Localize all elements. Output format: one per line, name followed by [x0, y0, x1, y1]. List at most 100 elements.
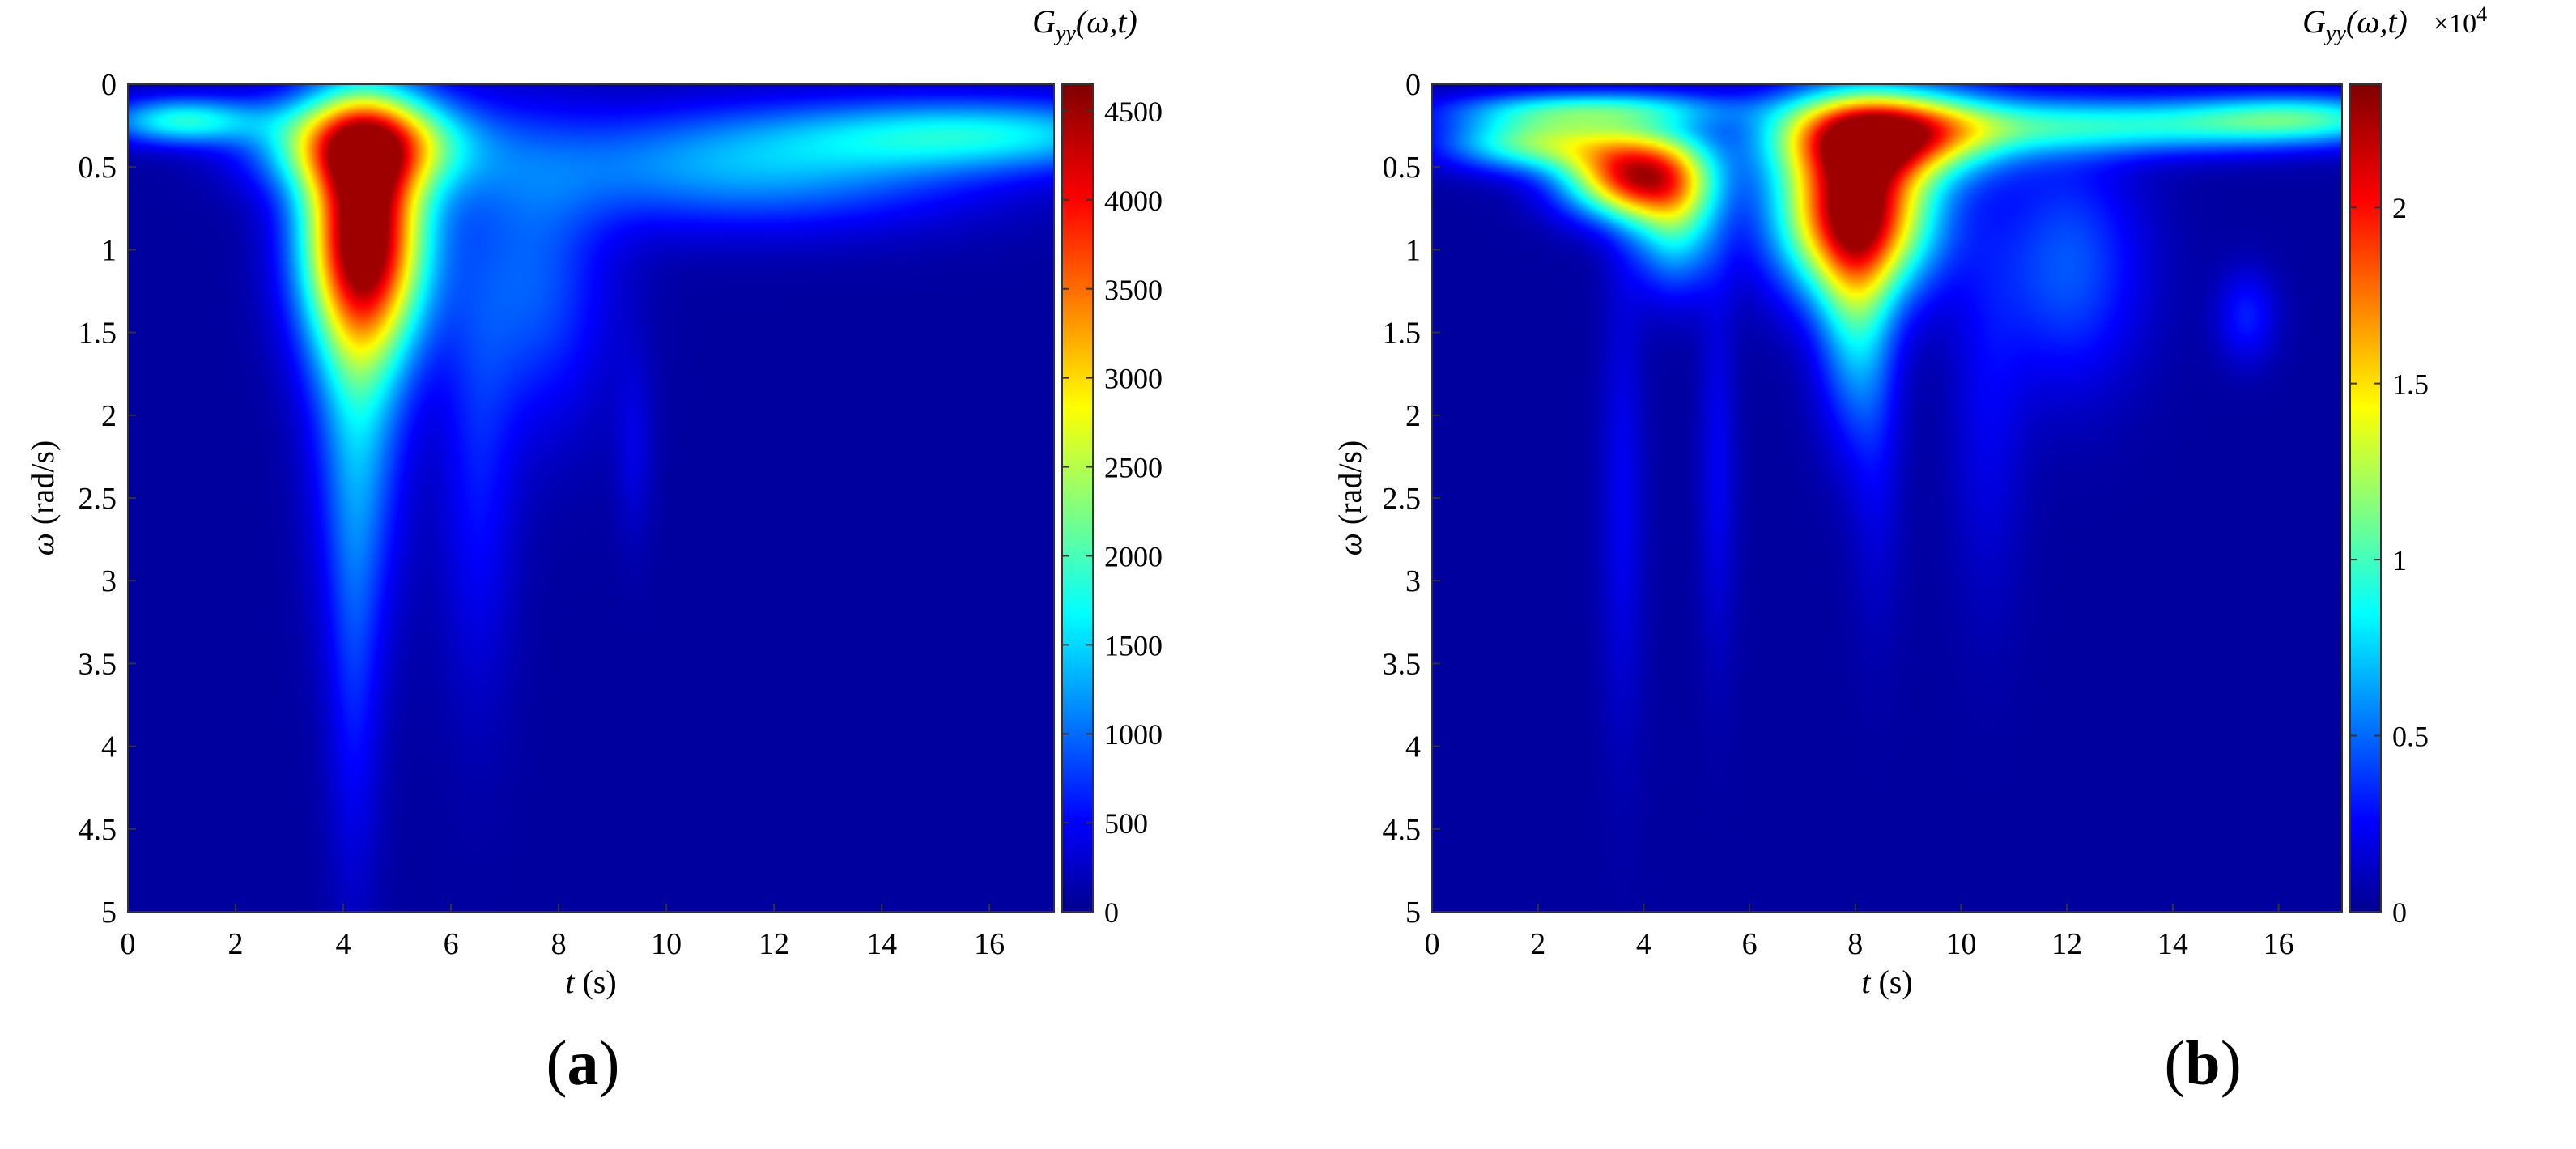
x-tick-label: 12: [759, 927, 789, 961]
y-tick-label: 5: [1405, 896, 1421, 930]
x-tick-label: 0: [121, 927, 136, 961]
colorbar-tick-label: 2500: [1104, 452, 1163, 484]
x-tick-label: 8: [1847, 927, 1863, 961]
label-open: (: [546, 1028, 567, 1098]
y-tick-label: 1: [101, 233, 117, 267]
y-tick-label: 2.5: [1383, 482, 1422, 516]
x-label-symbol: t: [1861, 964, 1871, 1000]
y-axis-b: 0 0.5 1 1.5 2 2.5 3 3.5 4 4.5 5: [1383, 68, 1440, 930]
y-tick-label: 3: [101, 564, 117, 598]
panel-b: 0 2 4 6 8 10 12 14 16 0 0.5 1 1.5 2 2.5 3 3.5 4 4.5 5 t (s)…: [1288, 0, 2576, 1149]
x-tick-label: 4: [336, 927, 351, 961]
x-tick-label: 2: [228, 927, 244, 961]
x-tick-label: 16: [974, 927, 1005, 961]
x-label-unit: (s): [1878, 964, 1912, 1000]
panel-label-b: (b): [2122, 1027, 2284, 1100]
y-tick-label: 1.5: [79, 317, 117, 351]
x-tick-label: 4: [1636, 927, 1651, 961]
y-axis-label-a: ω (rad/s): [24, 440, 61, 556]
colorbar-title-b: Gyy(ω,t): [2302, 3, 2408, 46]
colorbar-title-args: (ω,t): [2346, 3, 2408, 40]
label-letter: a: [567, 1028, 599, 1098]
y-tick-label: 3.5: [1383, 647, 1422, 681]
y-label-unit: (rad/s): [24, 440, 61, 525]
y-label-unit: (rad/s): [1332, 440, 1368, 525]
x-axis-label-a: t (s): [565, 964, 616, 1000]
x-tick-label: 2: [1530, 927, 1545, 961]
x-label-unit: (s): [582, 964, 616, 1000]
x-tick-label: 16: [2264, 927, 2294, 961]
y-tick-label: 4.5: [1383, 813, 1422, 847]
y-tick-label: 4: [101, 730, 117, 764]
colorbar-tick-label: 1500: [1104, 629, 1163, 662]
x-tick-label: 10: [1945, 927, 1976, 961]
colorbar-exponent-power: 4: [2476, 2, 2487, 26]
x-tick-label: 6: [1742, 927, 1758, 961]
chart-b-svg: 0 2 4 6 8 10 12 14 16 00.511.522.533.544.55 t (s)…: [1332, 2, 2487, 1000]
label-open: (: [2164, 1028, 2186, 1098]
colorbar-tick-label: 0: [2392, 896, 2407, 929]
panel-label-a: (a): [502, 1027, 664, 1100]
y-label-symbol: ω: [1332, 533, 1368, 555]
colorbar-tick-label: 1: [2392, 544, 2407, 577]
y-tick-label: 0.5: [79, 151, 117, 185]
y-axis-a: 0 0.5 1 1.5 2 2.5 3 3.5 4 4.5 5: [79, 68, 136, 930]
chart-a-svg: 0 2 4 6 8 10 12 14 16 0 0.5 1 1.5 2 2.5 3 3.5 4 4.5 5 t (s)…: [24, 3, 1163, 1000]
y-tick-label: 1.5: [1383, 317, 1422, 351]
colorbar-tick-label: 500: [1104, 807, 1148, 840]
colorbar-b: 0 0.5 1 1.5 2 Gyy(ω,t) ×104: [2302, 2, 2487, 929]
x-tick-label: 0: [1425, 927, 1440, 961]
x-tick-label: 6: [444, 927, 459, 961]
heatmap-image-b: [1432, 84, 2342, 912]
y-tick-label: 5: [101, 896, 117, 930]
colorbar-tick-label: 4500: [1104, 96, 1163, 128]
y-tick-label: 4: [1405, 730, 1421, 764]
colorbar-a: 0 500 1000 1500 2000 2500 3000 3500 4000 4500 Gyy…: [1032, 3, 1163, 929]
y-tick-label: 4.5: [79, 813, 117, 847]
x-tick-label: 12: [2051, 927, 2082, 961]
y-axis-label-b: ω (rad/s): [1332, 440, 1368, 556]
colorbar-tick-label: 2000: [1104, 540, 1163, 572]
heatmap-image-a: [128, 84, 1054, 912]
x-tick-label: 10: [651, 927, 682, 961]
colorbar-tick-label: 1000: [1104, 718, 1163, 751]
colorbar-tick-label: 2: [2392, 192, 2407, 224]
x-tick-label: 14: [866, 927, 897, 961]
colorbar-gradient-b: [2349, 83, 2382, 913]
y-tick-label: 2.5: [79, 482, 117, 516]
colorbar-title-base: G: [2302, 3, 2326, 40]
colorbar-ticks-a: 0 500 1000 1500 2000 2500 3000 3500 4000 4500: [1062, 96, 1163, 929]
x-axis-b: 0 2 4 6 8 10 12 14 16: [1425, 904, 2294, 961]
x-axis-a: 0 2 4 6 8 10 12 14 16: [121, 904, 1005, 961]
y-tick-label: 2: [1405, 399, 1421, 433]
label-letter: b: [2185, 1028, 2221, 1098]
colorbar-ticks-b: 0 0.5 1 1.5 2: [2350, 192, 2429, 929]
heatmap-a: [128, 84, 1054, 912]
y-tick-label: 1: [1405, 233, 1421, 267]
y-tick-label: 2: [101, 399, 117, 433]
x-axis-label-b: t (s): [1861, 964, 1912, 1000]
label-close: ): [598, 1028, 620, 1098]
colorbar-title-sub: yy: [2323, 21, 2346, 46]
y-tick-label: 0: [1405, 68, 1421, 102]
colorbar-exponent-b: ×104: [2434, 2, 2487, 39]
colorbar-tick-label: 3500: [1104, 274, 1163, 306]
colorbar-tick-label: 4000: [1104, 185, 1163, 217]
x-tick-label: 8: [551, 927, 567, 961]
colorbar-tick-label: 1.5: [2392, 368, 2429, 401]
colorbar-title-base: G: [1032, 3, 1056, 40]
colorbar-tick-label: 3000: [1104, 363, 1163, 395]
label-close: ): [2220, 1028, 2242, 1098]
colorbar-tick-label: 0: [1104, 896, 1119, 929]
colorbar-tick-label: 0.5: [2392, 721, 2429, 753]
y-tick-label: 0: [101, 68, 117, 102]
y-tick-label: 0.5: [1383, 151, 1422, 185]
colorbar-title-a: Gyy(ω,t): [1032, 3, 1137, 46]
x-tick-label: 14: [2157, 927, 2188, 961]
x-label-symbol: t: [565, 964, 575, 1000]
colorbar-gradient-a: [1061, 83, 1094, 913]
y-tick-label: 3: [1405, 564, 1421, 598]
y-label-symbol: ω: [24, 533, 61, 555]
colorbar-exponent-text: ×10: [2434, 9, 2476, 39]
